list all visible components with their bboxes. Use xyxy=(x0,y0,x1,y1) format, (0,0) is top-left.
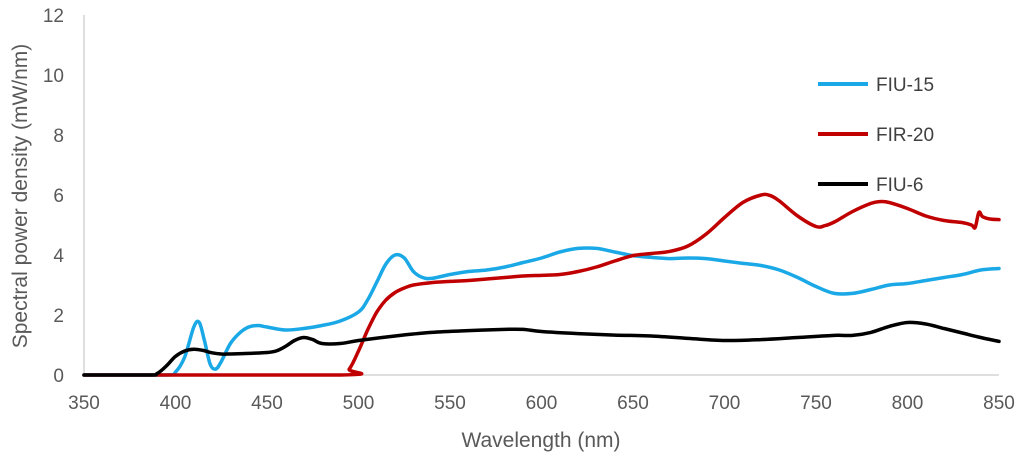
x-axis-title: Wavelength (nm) xyxy=(461,429,620,452)
legend-label-fiu-15: FIU-15 xyxy=(876,75,934,96)
series-layer xyxy=(82,192,1001,377)
x-axis: 350 400 450 500 550 600 650 700 750 800 850 xyxy=(68,393,1015,414)
plot-area xyxy=(83,15,999,376)
x-tick-label: 350 xyxy=(68,393,100,414)
series-line-fir-20 xyxy=(82,192,1001,377)
legend-item-fiu-15: FIU-15 xyxy=(818,75,934,96)
x-tick-label: 550 xyxy=(434,393,466,414)
x-tick-label: 750 xyxy=(800,393,832,414)
legend-label-fiu-6: FIU-6 xyxy=(876,175,924,196)
x-tick-label: 650 xyxy=(617,393,649,414)
y-axis: 0 2 4 6 8 10 12 xyxy=(43,6,65,387)
y-tick-label: 10 xyxy=(43,66,64,87)
legend-item-fir-20: FIR-20 xyxy=(818,125,934,146)
legend-item-fiu-6: FIU-6 xyxy=(818,175,924,196)
x-tick-label: 500 xyxy=(343,393,375,414)
x-tick-label: 600 xyxy=(526,393,558,414)
y-tick-label: 12 xyxy=(43,6,64,27)
legend-label-fir-20: FIR-20 xyxy=(876,125,934,146)
legend: FIU-15 FIR-20 FIU-6 xyxy=(818,75,934,196)
x-tick-label: 800 xyxy=(892,393,924,414)
y-tick-label: 8 xyxy=(53,126,64,147)
y-axis-title: Spectral power density (mW/nm) xyxy=(9,44,32,349)
x-tick-label: 400 xyxy=(160,393,192,414)
y-tick-label: 2 xyxy=(53,306,64,327)
series-line-fiu-15 xyxy=(82,246,1001,377)
y-tick-label: 6 xyxy=(53,186,64,207)
x-tick-label: 850 xyxy=(983,393,1015,414)
x-tick-label: 700 xyxy=(709,393,741,414)
y-tick-label: 0 xyxy=(53,366,64,387)
x-tick-label: 450 xyxy=(251,393,283,414)
y-tick-label: 4 xyxy=(53,246,64,267)
series-line-fiu-6 xyxy=(82,320,1001,377)
